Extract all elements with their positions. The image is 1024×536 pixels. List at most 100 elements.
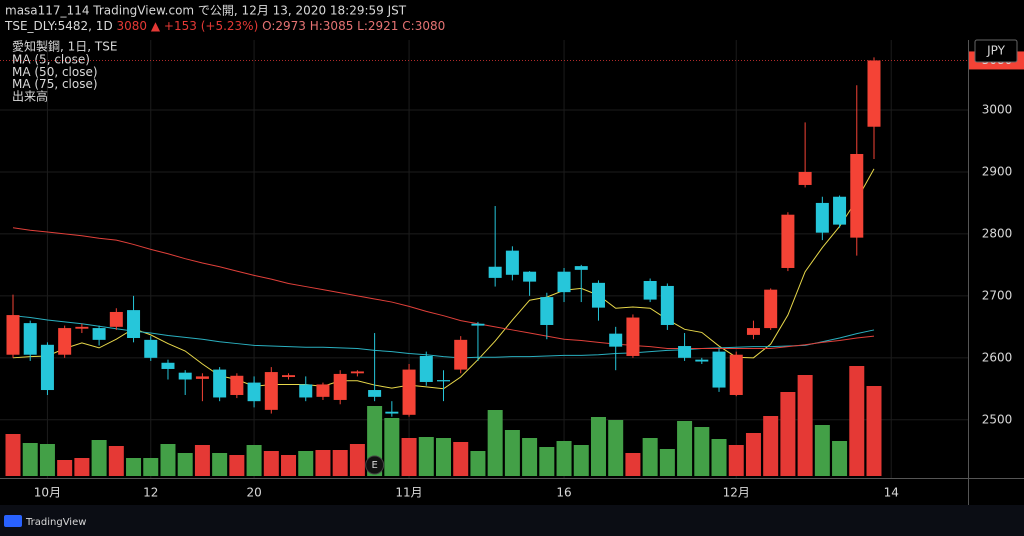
candle-body xyxy=(729,354,743,395)
volume-bar xyxy=(22,443,38,476)
volume-bar xyxy=(194,445,210,476)
candle-body xyxy=(471,323,485,326)
candle-body xyxy=(350,371,364,374)
plot: 2500 2600 2700 2800 2900 3000 10月 12 20 11月 16 12月 1… xyxy=(0,39,1024,500)
y-tick-label: 2800 xyxy=(982,226,1013,240)
volume-bar xyxy=(849,366,865,476)
volume-bar xyxy=(797,375,813,476)
candle-body xyxy=(833,196,847,225)
volume-bar xyxy=(470,451,486,476)
volume-bar xyxy=(608,420,624,476)
ma-line xyxy=(12,315,875,359)
volume-bar xyxy=(728,445,744,476)
candle-body xyxy=(695,359,709,362)
volume-bar xyxy=(556,441,572,476)
currency-label: JPY xyxy=(986,44,1006,58)
volume-bar xyxy=(573,445,589,476)
candle-body xyxy=(815,202,829,233)
volume-bar xyxy=(401,438,417,476)
volume-bar xyxy=(263,451,279,476)
volume-bar xyxy=(229,455,245,476)
candle-body xyxy=(643,280,657,300)
volume-bar xyxy=(453,442,469,476)
legend-entry: MA (75, close) xyxy=(12,77,98,91)
footer-brand: TradingView xyxy=(25,517,86,528)
candle-body xyxy=(161,362,175,369)
open: O:2973 xyxy=(262,19,306,33)
candle-body xyxy=(764,289,778,329)
volume-bar xyxy=(91,440,107,476)
candle-body xyxy=(58,328,72,355)
volume-bar xyxy=(384,418,400,476)
earnings-label: E xyxy=(371,460,377,471)
low: L:2921 xyxy=(357,19,398,33)
x-tick-label: 10月 xyxy=(34,486,61,500)
candle-body xyxy=(92,328,106,340)
candle-body xyxy=(609,333,623,347)
candle-body xyxy=(299,384,313,398)
candle-body xyxy=(488,266,502,278)
candle-body xyxy=(264,372,278,410)
volume-bar xyxy=(659,449,675,476)
candle-body xyxy=(127,310,141,338)
currency-box xyxy=(974,39,1018,63)
quote-line: TSE_DLY:5482, 1D 3080 ▲ +153 (+5.23%) O:… xyxy=(4,19,445,33)
candle-body xyxy=(23,323,37,355)
volume-bar xyxy=(814,425,830,476)
candle-body xyxy=(109,311,123,327)
y-tick-label: 2700 xyxy=(982,288,1013,302)
x-tick-label: 12 xyxy=(143,486,158,500)
candle-body xyxy=(40,344,54,391)
volume-bar xyxy=(281,455,297,476)
volume-bar xyxy=(143,458,159,476)
volume-bar xyxy=(642,438,658,476)
volume-bar xyxy=(866,386,882,476)
volume-bar xyxy=(780,392,796,476)
earnings-marker xyxy=(365,455,385,475)
volume-bar xyxy=(677,421,693,476)
legend-entry: 出来高 xyxy=(12,89,48,104)
x-tick-label: 16 xyxy=(556,486,571,500)
y-tick-label: 3000 xyxy=(982,103,1013,117)
volume-bar xyxy=(160,444,176,476)
volume-bar xyxy=(694,427,710,476)
volume-bar xyxy=(590,417,606,476)
volume-bar xyxy=(504,430,520,476)
volume-bar xyxy=(418,437,434,476)
candle-body xyxy=(867,60,881,127)
close: C:3080 xyxy=(402,19,445,33)
volume-bar xyxy=(108,446,124,476)
candle-body xyxy=(385,411,399,414)
x-tick-label: 12月 xyxy=(723,486,750,500)
candle-body xyxy=(591,282,605,308)
candle-body xyxy=(678,346,692,358)
candle-body xyxy=(557,271,571,293)
footer-bar xyxy=(0,505,1024,536)
candle-body xyxy=(230,375,244,395)
candle-body xyxy=(419,355,433,382)
y-tick-label: 2600 xyxy=(982,350,1013,364)
candle-body xyxy=(454,339,468,370)
candle-body xyxy=(144,339,158,358)
volume-bar xyxy=(332,450,348,476)
volume-bar xyxy=(487,410,503,476)
candle-body xyxy=(798,171,812,185)
change: ▲ +153 (+5.23%) xyxy=(151,19,258,33)
volume-bar xyxy=(39,444,55,476)
candle-body xyxy=(247,382,261,402)
last-price: 3080 xyxy=(117,19,148,33)
candle-body xyxy=(712,351,726,388)
candle-body xyxy=(505,250,519,275)
candle-body xyxy=(333,373,347,400)
candle-body xyxy=(402,369,416,415)
logo xyxy=(4,515,22,527)
volume-bar xyxy=(436,438,451,476)
volume-bar xyxy=(315,450,331,476)
volume-bar xyxy=(539,447,555,476)
volume-bar xyxy=(763,416,779,476)
volume-bar xyxy=(711,439,727,476)
volume-bar xyxy=(246,445,262,476)
volume-bar xyxy=(177,453,193,476)
candle-body xyxy=(781,214,795,268)
volume-bar xyxy=(349,444,365,476)
